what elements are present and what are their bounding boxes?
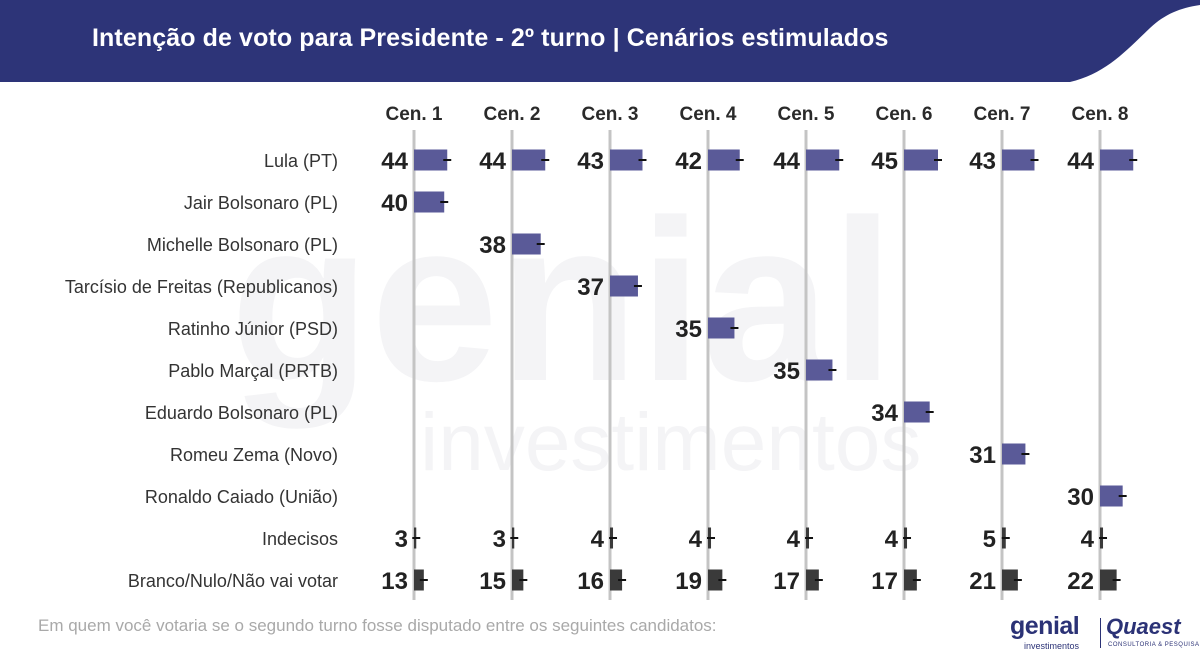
- scenario-header: Cen. 5: [777, 104, 834, 125]
- row-label: Jair Bolsonaro (PL): [184, 193, 338, 213]
- data-bar: [414, 569, 424, 591]
- data-bar: [1002, 569, 1018, 591]
- data-label: 4: [591, 526, 605, 553]
- genial-logo: genial: [1010, 612, 1080, 640]
- row-label: Tarcísio de Freitas (Republicanos): [65, 277, 338, 297]
- data-bar: [610, 569, 623, 591]
- scenario-header: Cen. 7: [973, 104, 1030, 125]
- data-label: 4: [1081, 526, 1095, 553]
- data-label: 35: [675, 316, 702, 343]
- data-label: 13: [381, 568, 408, 595]
- data-bar: [512, 569, 524, 591]
- data-bar: [414, 191, 445, 213]
- data-label: 3: [493, 526, 506, 553]
- scenario-header: Cen. 4: [679, 104, 736, 125]
- data-label: 31: [969, 442, 996, 469]
- row-label: Ratinho Júnior (PSD): [168, 319, 338, 339]
- logo-divider: [1100, 618, 1101, 648]
- data-label: 17: [871, 568, 898, 595]
- data-label: 43: [577, 148, 604, 175]
- quaest-logo: Quaest: [1106, 614, 1181, 639]
- row-label: Pablo Marçal (PRTB): [168, 361, 338, 381]
- data-label: 4: [787, 526, 801, 553]
- data-bar: [512, 149, 546, 171]
- data-bar: [904, 149, 938, 171]
- scenario-header: Cen. 8: [1071, 104, 1128, 125]
- data-label: 44: [1067, 148, 1094, 175]
- row-label: Ronaldo Caiado (União): [145, 487, 338, 507]
- scenario-header: Cen. 6: [875, 104, 932, 125]
- data-label: 15: [479, 568, 506, 595]
- data-bar: [512, 233, 541, 255]
- data-label: 30: [1067, 484, 1094, 511]
- row-label: Eduardo Bolsonaro (PL): [145, 403, 338, 423]
- data-bar: [806, 149, 840, 171]
- data-bar: [1100, 569, 1117, 591]
- row-label: Indecisos: [262, 529, 338, 549]
- data-label: 19: [675, 568, 702, 595]
- data-bar: [1002, 149, 1035, 171]
- quaest-logo-sub: CONSULTORIA & PESQUISA: [1108, 642, 1200, 648]
- data-label: 35: [773, 358, 800, 385]
- data-bar: [806, 359, 833, 381]
- footnote: Em quem você votaria se o segundo turno …: [38, 616, 717, 635]
- data-label: 45: [871, 148, 898, 175]
- scenario-header: Cen. 2: [483, 104, 540, 125]
- data-label: 40: [381, 190, 408, 217]
- data-label: 38: [479, 232, 506, 259]
- data-label: 43: [969, 148, 996, 175]
- data-label: 44: [479, 148, 506, 175]
- data-label: 5: [983, 526, 996, 553]
- data-label: 34: [871, 400, 898, 427]
- data-bar: [610, 275, 638, 297]
- data-bar: [414, 149, 448, 171]
- data-bar: [1002, 443, 1026, 465]
- data-bar: [1100, 149, 1134, 171]
- data-bar: [708, 149, 740, 171]
- data-label: 44: [773, 148, 800, 175]
- data-label: 44: [381, 148, 408, 175]
- genial-logo-sub: investimentos: [1024, 641, 1080, 651]
- scenario-header: Cen. 3: [581, 104, 638, 125]
- scenario-header: Cen. 1: [385, 104, 442, 125]
- data-label: 21: [969, 568, 996, 595]
- data-bar: [708, 317, 735, 339]
- data-label: 16: [577, 568, 604, 595]
- data-bar: [708, 569, 723, 591]
- watermark-logo: genial investimentos: [230, 190, 921, 488]
- data-label: 4: [689, 526, 703, 553]
- data-bar: [904, 401, 930, 423]
- header-banner: Intenção de voto para Presidente - 2º tu…: [0, 0, 1200, 82]
- row-label: Lula (PT): [264, 151, 338, 171]
- page-title: Intenção de voto para Presidente - 2º tu…: [92, 24, 889, 52]
- data-bar: [806, 569, 819, 591]
- data-bar: [1100, 485, 1123, 507]
- data-label: 42: [675, 148, 702, 175]
- data-label: 4: [885, 526, 899, 553]
- row-label: Romeu Zema (Novo): [170, 445, 338, 465]
- data-label: 22: [1067, 568, 1094, 595]
- data-bar: [610, 149, 643, 171]
- row-label: Michelle Bolsonaro (PL): [147, 235, 338, 255]
- data-label: 17: [773, 568, 800, 595]
- data-label: 3: [395, 526, 408, 553]
- header-background: [0, 0, 1200, 82]
- row-label: Branco/Nulo/Não vai votar: [128, 571, 338, 591]
- watermark-word: genial: [230, 190, 895, 429]
- watermark-sub: investimentos: [420, 397, 921, 488]
- data-bar: [904, 569, 917, 591]
- data-label: 37: [577, 274, 604, 301]
- logos: genial investimentos Quaest CONSULTORIA …: [1010, 612, 1199, 656]
